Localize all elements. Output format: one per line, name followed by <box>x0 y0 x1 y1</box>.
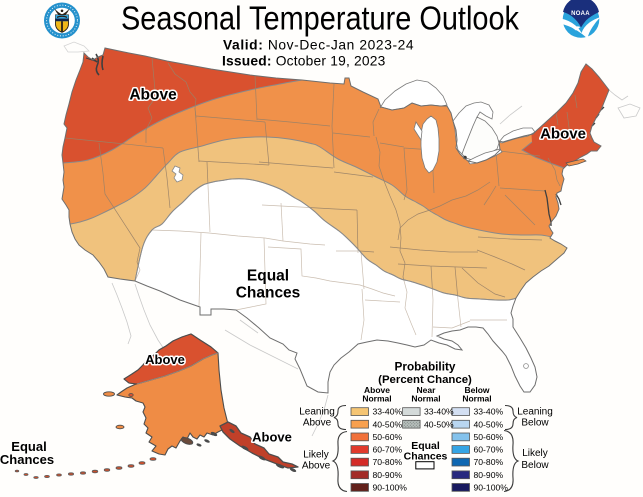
svg-text:Seasonal Temperature Outlook: Seasonal Temperature Outlook <box>121 1 519 38</box>
svg-text:Above: Above <box>303 418 332 429</box>
svg-text:90-100%: 90-100% <box>474 483 509 493</box>
svg-text:Equal: Equal <box>11 439 46 454</box>
svg-text:40-50%: 40-50% <box>424 419 454 429</box>
svg-text:80-90%: 80-90% <box>474 470 504 480</box>
svg-text:Below: Below <box>521 460 549 471</box>
svg-text:Valid: Nov-Dec-Jan 2023-24: Valid: Nov-Dec-Jan 2023-24 <box>223 38 414 53</box>
svg-text:60-70%: 60-70% <box>474 445 504 455</box>
svg-text:Above: Above <box>129 87 177 104</box>
svg-text:Below: Below <box>464 385 489 395</box>
svg-text:Near: Near <box>417 385 437 395</box>
svg-text:70-80%: 70-80% <box>474 457 504 467</box>
svg-text:33-40%: 33-40% <box>424 407 454 417</box>
svg-text:Normal: Normal <box>462 394 491 404</box>
svg-text:40-50%: 40-50% <box>373 419 403 429</box>
svg-text:Above: Above <box>145 352 185 367</box>
svg-text:Leaning: Leaning <box>517 407 553 418</box>
svg-text:80-90%: 80-90% <box>373 470 403 480</box>
svg-text:40-50%: 40-50% <box>474 419 504 429</box>
svg-text:Equal: Equal <box>247 268 289 285</box>
svg-text:50-60%: 50-60% <box>474 432 504 442</box>
svg-text:Probability: Probability <box>395 360 456 374</box>
svg-text:Normal: Normal <box>411 394 440 404</box>
svg-text:70-80%: 70-80% <box>373 457 403 467</box>
svg-text:Above: Above <box>364 385 390 395</box>
svg-text:Normal: Normal <box>362 394 391 404</box>
svg-text:Below: Below <box>521 418 549 429</box>
svg-text:Above: Above <box>302 461 331 472</box>
svg-text:NOAA: NOAA <box>571 11 590 17</box>
svg-text:Chances: Chances <box>404 451 448 463</box>
svg-text:Likely: Likely <box>303 450 329 461</box>
svg-text:Likely: Likely <box>522 448 548 459</box>
svg-text:Above: Above <box>540 126 586 143</box>
svg-text:50-60%: 50-60% <box>373 432 403 442</box>
svg-text:33-40%: 33-40% <box>373 407 403 417</box>
svg-text:Leaning: Leaning <box>299 407 335 418</box>
svg-text:Issued: October 19, 2023: Issued: October 19, 2023 <box>222 54 386 69</box>
svg-text:Chances: Chances <box>236 285 301 302</box>
svg-text:Chances: Chances <box>0 452 54 467</box>
svg-text:Equal: Equal <box>411 440 440 452</box>
svg-text:(Percent Chance): (Percent Chance) <box>378 374 472 386</box>
svg-text:Above: Above <box>252 430 292 445</box>
svg-text:33-40%: 33-40% <box>474 407 504 417</box>
svg-text:90-100%: 90-100% <box>373 483 408 493</box>
svg-text:60-70%: 60-70% <box>373 445 403 455</box>
